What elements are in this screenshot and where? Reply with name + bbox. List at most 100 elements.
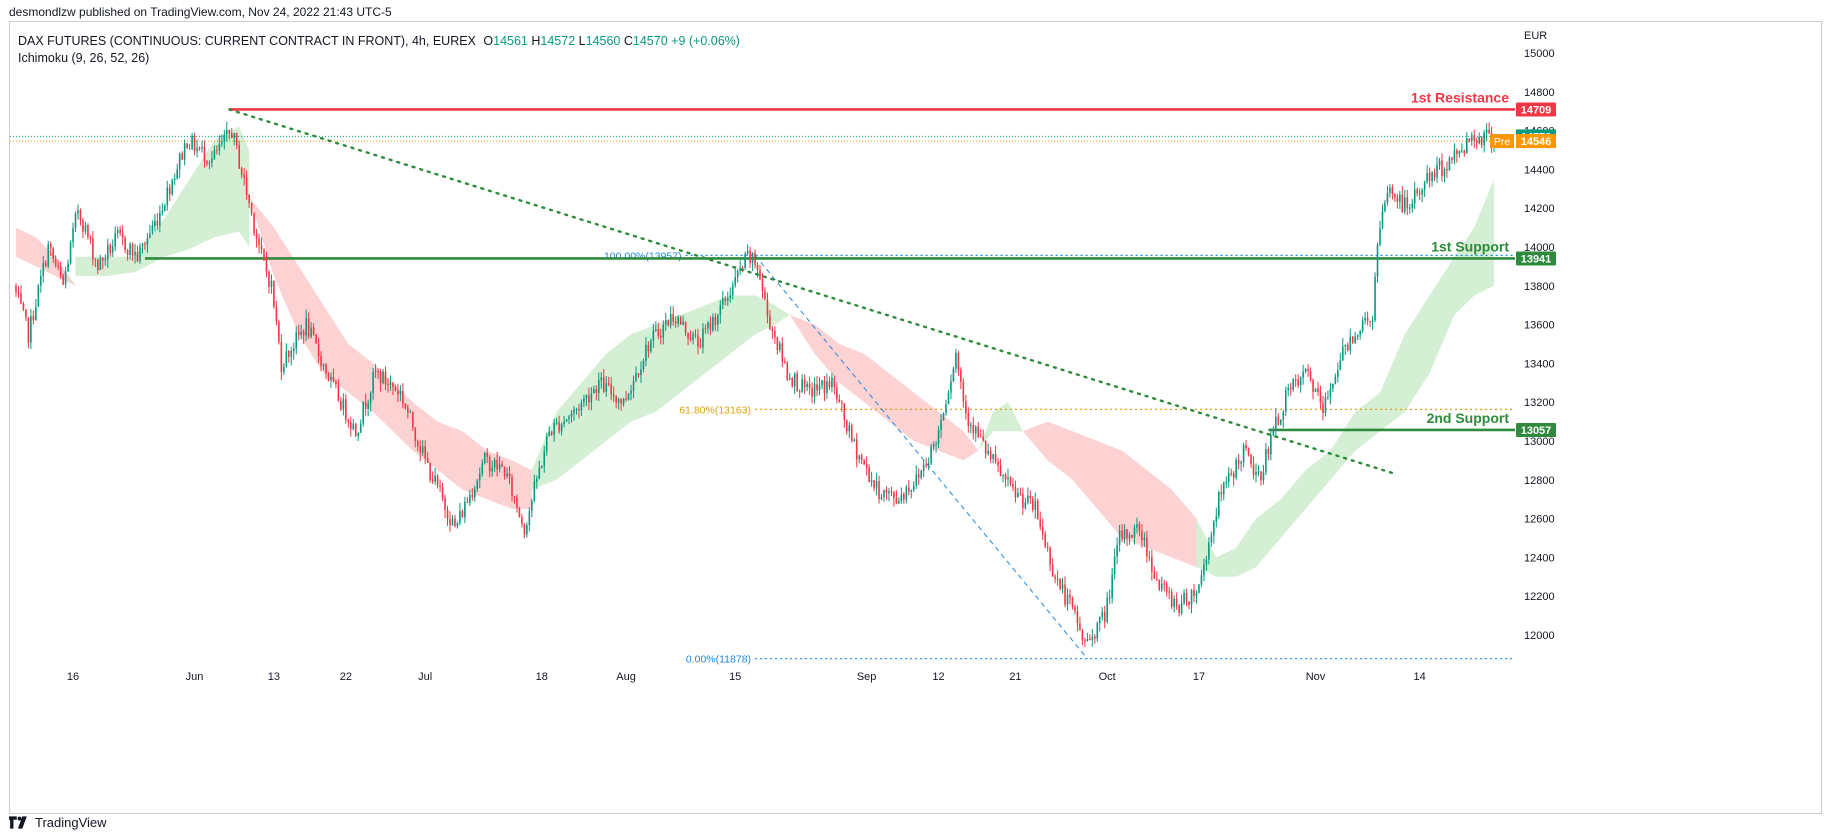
candle-body xyxy=(191,135,193,149)
candle-body xyxy=(1170,592,1173,607)
candle-body xyxy=(198,147,201,149)
candle-body xyxy=(627,393,630,400)
candle-body xyxy=(1022,493,1024,508)
x-tick-label: Aug xyxy=(616,671,636,683)
candle-body xyxy=(1443,168,1446,177)
candle-body xyxy=(305,318,307,336)
cloud-segment-bear xyxy=(16,227,76,286)
candle-body xyxy=(352,423,355,430)
footer-brand[interactable]: TradingView xyxy=(35,815,107,830)
candle-body xyxy=(144,243,146,245)
chart-svg[interactable]: 100.00%(13957) 61.80%(13163) 0.00%(11878) 1… xyxy=(10,22,1821,813)
tradingview-logo-icon xyxy=(9,816,27,829)
candle-body xyxy=(979,436,982,438)
candle-body xyxy=(1160,583,1163,590)
candle-body xyxy=(124,237,126,251)
candle-body xyxy=(687,332,689,339)
candle-body xyxy=(369,393,372,404)
candle-body xyxy=(679,317,682,325)
candle-body xyxy=(213,149,216,159)
candle-body xyxy=(54,258,57,266)
close-label: C xyxy=(623,34,633,48)
candle-body xyxy=(1046,546,1049,548)
candle-body xyxy=(1480,136,1483,146)
candle-body xyxy=(104,259,107,261)
candle-body xyxy=(771,329,774,332)
candle-body xyxy=(77,210,79,214)
indicator-line[interactable]: Ichimoku (9, 26, 52, 26) xyxy=(18,51,150,65)
candle-body xyxy=(312,327,315,335)
candle-body xyxy=(188,148,191,150)
candle-body xyxy=(843,403,846,420)
candle-body xyxy=(1242,445,1245,462)
candle-body xyxy=(801,379,803,392)
candle-body xyxy=(300,331,302,335)
candle-body xyxy=(585,395,588,399)
candle-body xyxy=(466,501,469,503)
candle-body xyxy=(221,141,223,144)
candle-body xyxy=(1371,320,1374,322)
candle-body xyxy=(684,321,687,333)
candle-body xyxy=(1317,388,1319,392)
candle-body xyxy=(1302,371,1304,378)
candle-body xyxy=(1322,403,1324,413)
chart-legend: DAX FUTURES (CONTINUOUS: CURRENT CONTRAC… xyxy=(18,33,740,67)
candle-body xyxy=(972,424,975,434)
candle-body xyxy=(89,237,92,239)
candle-body xyxy=(793,373,796,387)
candle-body xyxy=(1299,377,1302,386)
candle-body xyxy=(121,232,124,238)
candle-body xyxy=(818,385,821,391)
y-tick-label: 13200 xyxy=(1524,397,1555,409)
candle-body xyxy=(736,271,739,278)
candle-body xyxy=(1215,516,1218,522)
candle-body xyxy=(583,398,585,403)
candle-body xyxy=(483,452,486,464)
candle-body xyxy=(1041,526,1044,535)
candle-body xyxy=(1369,321,1371,323)
candle-body xyxy=(1433,172,1436,178)
candle-body xyxy=(1188,601,1190,605)
candle-body xyxy=(816,384,818,391)
candle-body xyxy=(1200,575,1203,585)
candle-body xyxy=(119,230,121,233)
x-tick-label: Oct xyxy=(1099,671,1116,683)
candle-body xyxy=(915,474,918,486)
candle-body xyxy=(94,259,97,261)
candle-body xyxy=(67,263,69,272)
candle-body xyxy=(1195,592,1198,597)
candle-body xyxy=(555,422,558,424)
candle-body xyxy=(1108,597,1111,599)
candle-body xyxy=(273,280,275,307)
candle-body xyxy=(645,344,647,361)
candle-body xyxy=(57,265,59,267)
candle-body xyxy=(1294,379,1297,381)
candle-body xyxy=(962,381,965,402)
candle-body xyxy=(1180,603,1183,614)
candle-body xyxy=(1346,344,1349,351)
candle-body xyxy=(233,133,236,138)
symbol-title[interactable]: DAX FUTURES (CONTINUOUS: CURRENT CONTRAC… xyxy=(18,34,476,48)
candle-body xyxy=(471,494,474,498)
candle-body xyxy=(850,425,853,441)
candle-body xyxy=(362,402,364,424)
cloud-segment-bull xyxy=(531,295,790,490)
candle-body xyxy=(1284,390,1287,412)
candle-body xyxy=(439,485,441,488)
candle-body xyxy=(412,411,414,429)
candle-body xyxy=(707,322,709,329)
candle-body xyxy=(590,393,593,403)
candle-body xyxy=(1111,574,1113,598)
candle-body xyxy=(940,420,942,431)
candle-body xyxy=(570,413,573,417)
candle-body xyxy=(1183,592,1185,604)
candle-body xyxy=(47,244,50,267)
candle-body xyxy=(399,390,402,395)
candle-body xyxy=(1468,138,1471,141)
candle-body xyxy=(1309,370,1312,381)
candle-body xyxy=(335,381,337,385)
candle-body xyxy=(1252,464,1255,476)
candle-body xyxy=(146,237,149,245)
level-badge xyxy=(1516,251,1556,266)
candle-body xyxy=(1426,173,1428,183)
